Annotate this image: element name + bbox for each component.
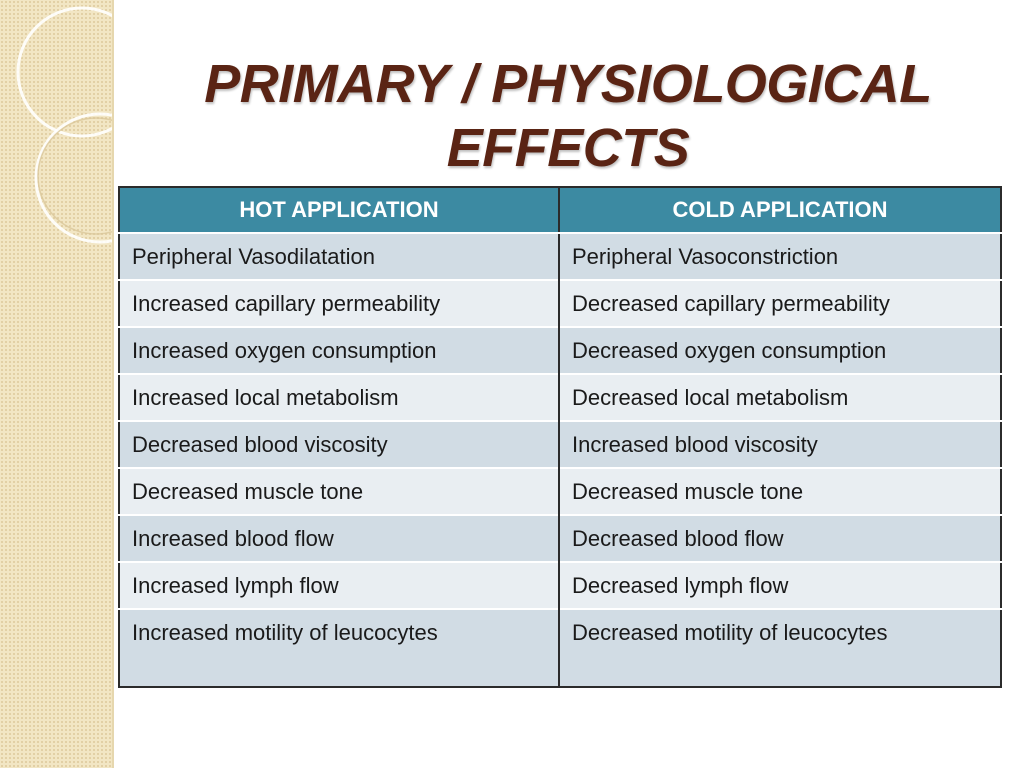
- hot-effect-cell: Peripheral Vasodilatation: [119, 232, 559, 280]
- decorative-rings: [16, 6, 112, 244]
- cold-effect-cell: Decreased capillary permeability: [558, 279, 1001, 327]
- hot-effect-cell: Increased blood flow: [119, 514, 559, 562]
- effects-table: HOT APPLICATION COLD APPLICATION Periphe…: [118, 186, 1002, 688]
- table-header-row: HOT APPLICATION COLD APPLICATION: [119, 187, 1001, 234]
- decorative-side-panel: [0, 0, 114, 768]
- cold-effect-cell: Decreased oxygen consumption: [558, 326, 1001, 374]
- table-row: Decreased muscle tone Decreased muscle t…: [119, 467, 1001, 515]
- hot-effect-cell: Increased capillary permeability: [119, 279, 559, 327]
- title-line-2: EFFECTS: [446, 118, 690, 178]
- table-row: Decreased blood viscosity Increased bloo…: [119, 420, 1001, 468]
- slide-title: PRIMARY / PHYSIOLOGICAL EFFECTS: [112, 52, 1024, 180]
- table-row: Peripheral Vasodilatation Peripheral Vas…: [119, 232, 1001, 280]
- cold-effect-cell: Decreased muscle tone: [558, 467, 1001, 515]
- hot-effect-cell: Increased local metabolism: [119, 373, 559, 421]
- header-cold-application: COLD APPLICATION: [558, 187, 1001, 234]
- hot-effect-cell: Increased motility of leucocytes: [119, 608, 559, 687]
- title-line-1: PRIMARY / PHYSIOLOGICAL: [204, 54, 932, 114]
- cold-effect-cell: Decreased local metabolism: [558, 373, 1001, 421]
- cold-effect-cell: Peripheral Vasoconstriction: [558, 232, 1001, 280]
- cold-effect-cell: Decreased motility of leucocytes: [558, 608, 1001, 687]
- table-row: Increased lymph flow Decreased lymph flo…: [119, 561, 1001, 609]
- cold-effect-cell: Increased blood viscosity: [558, 420, 1001, 468]
- cold-effect-cell: Decreased blood flow: [558, 514, 1001, 562]
- table-row: Increased local metabolism Decreased loc…: [119, 373, 1001, 421]
- hot-effect-cell: Increased lymph flow: [119, 561, 559, 609]
- hot-effect-cell: Decreased muscle tone: [119, 467, 559, 515]
- table-row: Increased motility of leucocytes Decreas…: [119, 608, 1001, 687]
- table-row: Increased capillary permeability Decreas…: [119, 279, 1001, 327]
- hot-effect-cell: Decreased blood viscosity: [119, 420, 559, 468]
- hot-effect-cell: Increased oxygen consumption: [119, 326, 559, 374]
- header-hot-application: HOT APPLICATION: [119, 187, 559, 234]
- table-row: Increased blood flow Decreased blood flo…: [119, 514, 1001, 562]
- table-row: Increased oxygen consumption Decreased o…: [119, 326, 1001, 374]
- cold-effect-cell: Decreased lymph flow: [558, 561, 1001, 609]
